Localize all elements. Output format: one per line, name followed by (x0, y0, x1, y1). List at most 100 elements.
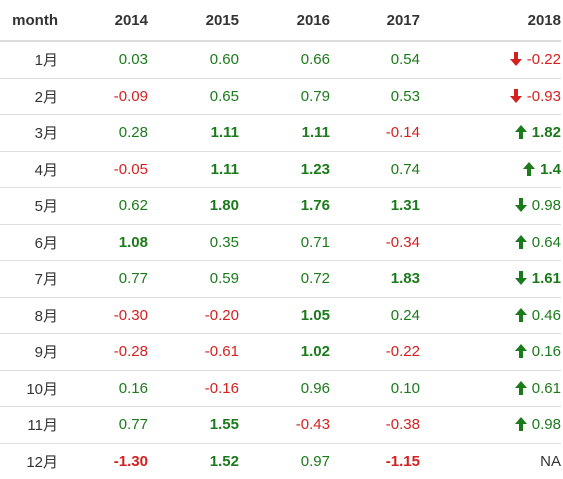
column-header-2014: 2014 (68, 0, 148, 42)
table-row: 8月 -0.30 -0.20 1.05 0.24 0.46 (0, 296, 561, 334)
month-cell: 2月 (0, 77, 68, 115)
value-cell-2014: -0.05 (68, 150, 148, 188)
arrow-down-icon (509, 52, 522, 67)
value-cell-2015: 0.65 (148, 77, 239, 115)
arrow-up-icon (514, 344, 527, 359)
value-cell-2014: -0.30 (68, 296, 148, 334)
value-cell-2018: 0.16 (420, 333, 561, 370)
value-cell-2016: 0.66 (239, 41, 330, 78)
cell-value: 0.66 (300, 51, 330, 69)
value-cell-2016: -0.43 (239, 406, 330, 443)
cell-value: 0.98 (531, 197, 561, 215)
table-row: 1月 0.03 0.60 0.66 0.54 -0.22 (0, 41, 561, 78)
column-header-month: month (0, 0, 68, 42)
cell-value: -0.05 (113, 160, 148, 178)
month-cell: 1月 (34, 52, 58, 70)
arrow-down-icon (509, 88, 522, 103)
value-cell-2018: 0.98 (420, 406, 561, 443)
value-cell-2014: 0.03 (68, 41, 148, 78)
arrow-down-icon (514, 198, 527, 213)
month-cell: 5月 (0, 187, 68, 224)
value-cell-2014: 0.77 (68, 260, 148, 297)
value-cell-2018: -0.93 (420, 77, 561, 115)
column-header-2017: 2017 (330, 0, 420, 42)
table-row: 7月 0.77 0.59 0.72 1.83 1.61 (0, 260, 561, 297)
cell-value: 1.05 (300, 306, 330, 324)
value-cell-2015: 1.11 (148, 150, 239, 188)
cell-value: 0.46 (531, 306, 561, 324)
cell-value: 0.60 (209, 51, 239, 69)
value-cell-2016: 0.96 (239, 369, 330, 407)
table-row: 6月 1.08 0.35 0.71 -0.34 0.64 (0, 223, 561, 261)
cell-value: 1.82 (531, 124, 561, 142)
cell-value: 0.72 (300, 270, 330, 288)
cell-value: 1.80 (209, 197, 239, 215)
value-cell-2014: -0.28 (68, 333, 148, 370)
value-cell-2015: 0.60 (148, 41, 239, 78)
table-row: 9月 -0.28 -0.61 1.02 -0.22 0.16 (0, 333, 561, 370)
cell-value: 0.24 (390, 306, 420, 324)
month-cell: 9月 (0, 333, 68, 370)
value-cell-2014: 0.28 (68, 114, 148, 151)
cell-value: -0.20 (204, 306, 239, 324)
value-cell-2018: 0.64 (420, 223, 561, 261)
value-cell-2016: 0.97 (239, 442, 330, 479)
arrow-up-icon (514, 417, 527, 432)
cell-value: 1.83 (390, 270, 420, 288)
cell-value: 0.35 (209, 233, 239, 251)
value-cell-2017: 0.10 (330, 369, 420, 407)
cell-value: -0.22 (385, 343, 420, 361)
column-header-2015: 2015 (148, 0, 239, 42)
month-cell: 11月 (0, 406, 68, 443)
value-cell-2016: 0.72 (239, 260, 330, 297)
table-row: 12月 -1.30 1.52 0.97 -1.15 NA (0, 442, 561, 479)
value-cell-2017: 0.24 (330, 296, 420, 334)
value-cell-2016: 1.11 (239, 114, 330, 151)
value-cell-2016: 0.71 (239, 223, 330, 261)
value-cell-2016: 0.79 (239, 77, 330, 115)
value-cell-2014: 1.08 (68, 223, 148, 261)
month-cell: 3月 (0, 114, 68, 151)
value-cell-2016: 1.02 (239, 333, 330, 370)
value-cell-2018: NA (420, 442, 561, 479)
month-cell: 10月 (0, 369, 68, 407)
value-cell-2016: 1.76 (239, 187, 330, 224)
cell-value: 0.61 (531, 379, 561, 397)
column-header-2018: 2018 (420, 0, 561, 42)
value-cell-2015: 0.35 (148, 223, 239, 261)
value-cell-2015: 1.11 (148, 114, 239, 151)
value-cell-2015: 1.55 (148, 406, 239, 443)
value-cell-2016: 1.23 (239, 150, 330, 188)
cell-value: -0.34 (385, 233, 420, 251)
cell-value: -0.43 (295, 416, 330, 434)
month-cell: 8月 (0, 296, 68, 334)
value-cell-2018: 0.46 (420, 296, 561, 334)
cell-value: 0.64 (531, 233, 561, 251)
cell-value: 0.54 (390, 51, 420, 69)
cell-value: 0.79 (300, 87, 330, 105)
value-cell-2015: -0.16 (148, 369, 239, 407)
cell-value: 1.55 (209, 416, 239, 434)
cell-value: 0.28 (118, 124, 148, 142)
value-cell-2017: -0.22 (330, 333, 420, 370)
cell-value: 1.08 (118, 233, 148, 251)
table-row: 5月 0.62 1.80 1.76 1.31 0.98 (0, 187, 561, 224)
table-body: 1月 0.03 0.60 0.66 0.54 -0.22 2月 -0.09 0.65 0.79 0.… (0, 41, 561, 479)
month-cell: 6月 (0, 223, 68, 261)
value-cell-2015: 1.80 (148, 187, 239, 224)
cell-value: 0.77 (118, 416, 148, 434)
cell-value: -0.38 (385, 416, 420, 434)
value-cell-2017: 0.53 (330, 77, 420, 115)
cell-value: 0.16 (118, 379, 148, 397)
value-cell-2017: -0.14 (330, 114, 420, 151)
table-header: month 2014 2015 2016 2017 2018 (0, 0, 561, 42)
cell-value: -0.14 (385, 124, 420, 142)
cell-value: 1.11 (210, 124, 239, 142)
value-cell-2018: 0.61 (420, 369, 561, 407)
arrow-up-icon (514, 125, 527, 140)
column-header-2016: 2016 (239, 0, 330, 42)
cell-value: -0.16 (204, 379, 239, 397)
cell-value: 0.96 (300, 379, 330, 397)
value-cell-2014: 0.16 (68, 369, 148, 407)
value-cell-2018: 0.98 (420, 187, 561, 224)
